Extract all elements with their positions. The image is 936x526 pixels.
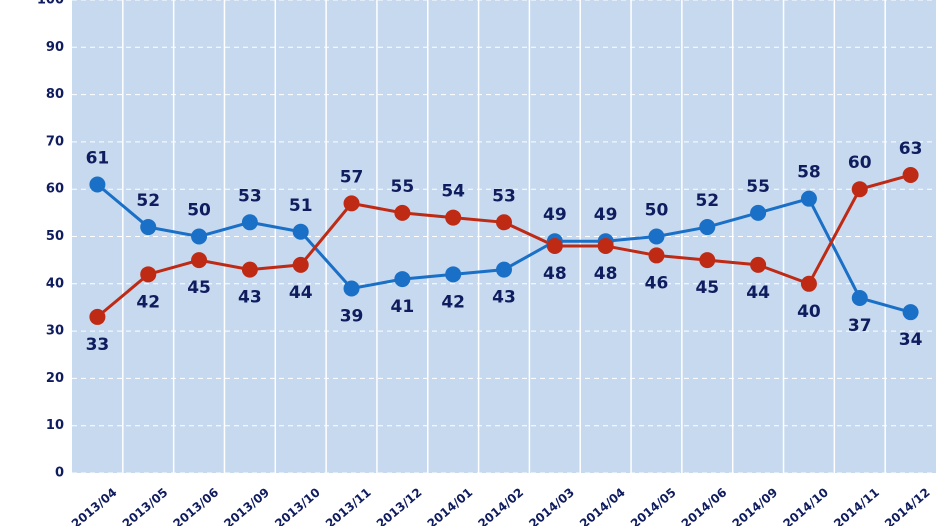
y-tick-label: 80 [46, 87, 64, 102]
y-tick-label: 50 [46, 229, 64, 244]
data-point [191, 252, 208, 269]
y-tick-label: 40 [46, 276, 64, 291]
data-point [750, 204, 767, 221]
y-tick-label: 60 [46, 182, 64, 197]
x-tick-label: 2013/04 [69, 485, 120, 526]
data-point [699, 219, 716, 236]
data-label: 39 [340, 307, 364, 327]
data-point [699, 252, 716, 269]
data-label: 49 [594, 205, 618, 225]
x-tick-label: 2014/02 [475, 485, 526, 526]
data-label: 45 [695, 278, 719, 298]
data-label: 55 [746, 177, 770, 197]
data-label: 53 [492, 186, 516, 206]
data-label: 61 [86, 148, 110, 168]
data-label: 57 [340, 167, 364, 187]
data-point [292, 223, 309, 240]
y-tick-label: 100 [37, 0, 64, 8]
data-point [241, 261, 258, 278]
y-tick-label: 0 [55, 466, 64, 481]
data-label: 33 [86, 335, 110, 355]
x-tick-label: 2014/04 [577, 485, 628, 526]
data-point [343, 280, 360, 297]
data-point [445, 266, 462, 283]
data-label: 48 [543, 264, 567, 284]
data-label: 44 [746, 283, 770, 303]
data-label: 40 [797, 302, 821, 322]
x-tick-label: 2013/10 [272, 485, 323, 526]
data-label: 51 [289, 196, 313, 216]
y-tick-label: 30 [46, 324, 64, 339]
data-label: 48 [594, 264, 618, 284]
data-point [191, 228, 208, 245]
x-tick-label: 2013/06 [171, 485, 222, 526]
x-tick-label: 2014/10 [780, 485, 831, 526]
data-point [902, 304, 919, 321]
data-point [851, 181, 868, 198]
data-label: 50 [645, 201, 669, 221]
x-tick-label: 2014/01 [425, 485, 476, 526]
data-point [750, 256, 767, 273]
data-point [546, 237, 563, 254]
data-label: 52 [695, 191, 719, 211]
data-label: 44 [289, 283, 313, 303]
x-tick-label: 2013/12 [374, 485, 425, 526]
data-point [292, 256, 309, 273]
y-tick-label: 20 [46, 371, 64, 386]
y-tick-label: 70 [46, 134, 64, 149]
y-tick-label: 90 [46, 40, 64, 55]
data-point [648, 228, 665, 245]
data-point [648, 247, 665, 264]
data-label: 42 [136, 292, 160, 312]
data-label: 37 [848, 316, 872, 336]
data-point [597, 237, 614, 254]
data-label: 60 [848, 153, 872, 173]
data-point [89, 308, 106, 325]
x-tick-label: 2013/05 [120, 485, 171, 526]
x-tick-label: 2014/12 [882, 485, 933, 526]
y-tick-label: 10 [46, 418, 64, 433]
data-label: 43 [238, 288, 262, 308]
data-point [800, 275, 817, 292]
data-point [89, 176, 106, 193]
data-point [394, 271, 411, 288]
x-tick-label: 2014/05 [628, 485, 679, 526]
data-label: 46 [645, 273, 669, 293]
data-point [140, 266, 157, 283]
data-point [140, 219, 157, 236]
x-tick-label: 2013/09 [221, 485, 272, 526]
data-point [496, 261, 512, 278]
data-label: 54 [441, 182, 465, 202]
data-label: 50 [187, 201, 211, 221]
x-tick-label: 2013/11 [323, 485, 374, 526]
data-label: 45 [187, 278, 211, 298]
data-label: 41 [391, 297, 415, 317]
x-tick-label: 2014/09 [730, 485, 781, 526]
data-label: 55 [391, 177, 415, 197]
data-label: 49 [543, 205, 567, 225]
data-point [445, 209, 462, 226]
data-point [496, 214, 512, 231]
data-point [394, 204, 411, 221]
x-tick-label: 2014/03 [526, 485, 577, 526]
data-label: 58 [797, 163, 821, 183]
data-label: 53 [238, 186, 262, 206]
data-point [343, 195, 360, 212]
data-point [241, 214, 258, 231]
data-label: 43 [492, 288, 516, 308]
x-tick-label: 2014/06 [679, 485, 730, 526]
x-tick-label: 2014/11 [831, 485, 882, 526]
data-label: 63 [899, 139, 923, 159]
data-point [800, 190, 817, 207]
data-label: 52 [136, 191, 160, 211]
data-label: 42 [441, 292, 465, 312]
data-point [902, 167, 919, 184]
data-point [851, 289, 868, 306]
data-label: 34 [899, 330, 923, 350]
